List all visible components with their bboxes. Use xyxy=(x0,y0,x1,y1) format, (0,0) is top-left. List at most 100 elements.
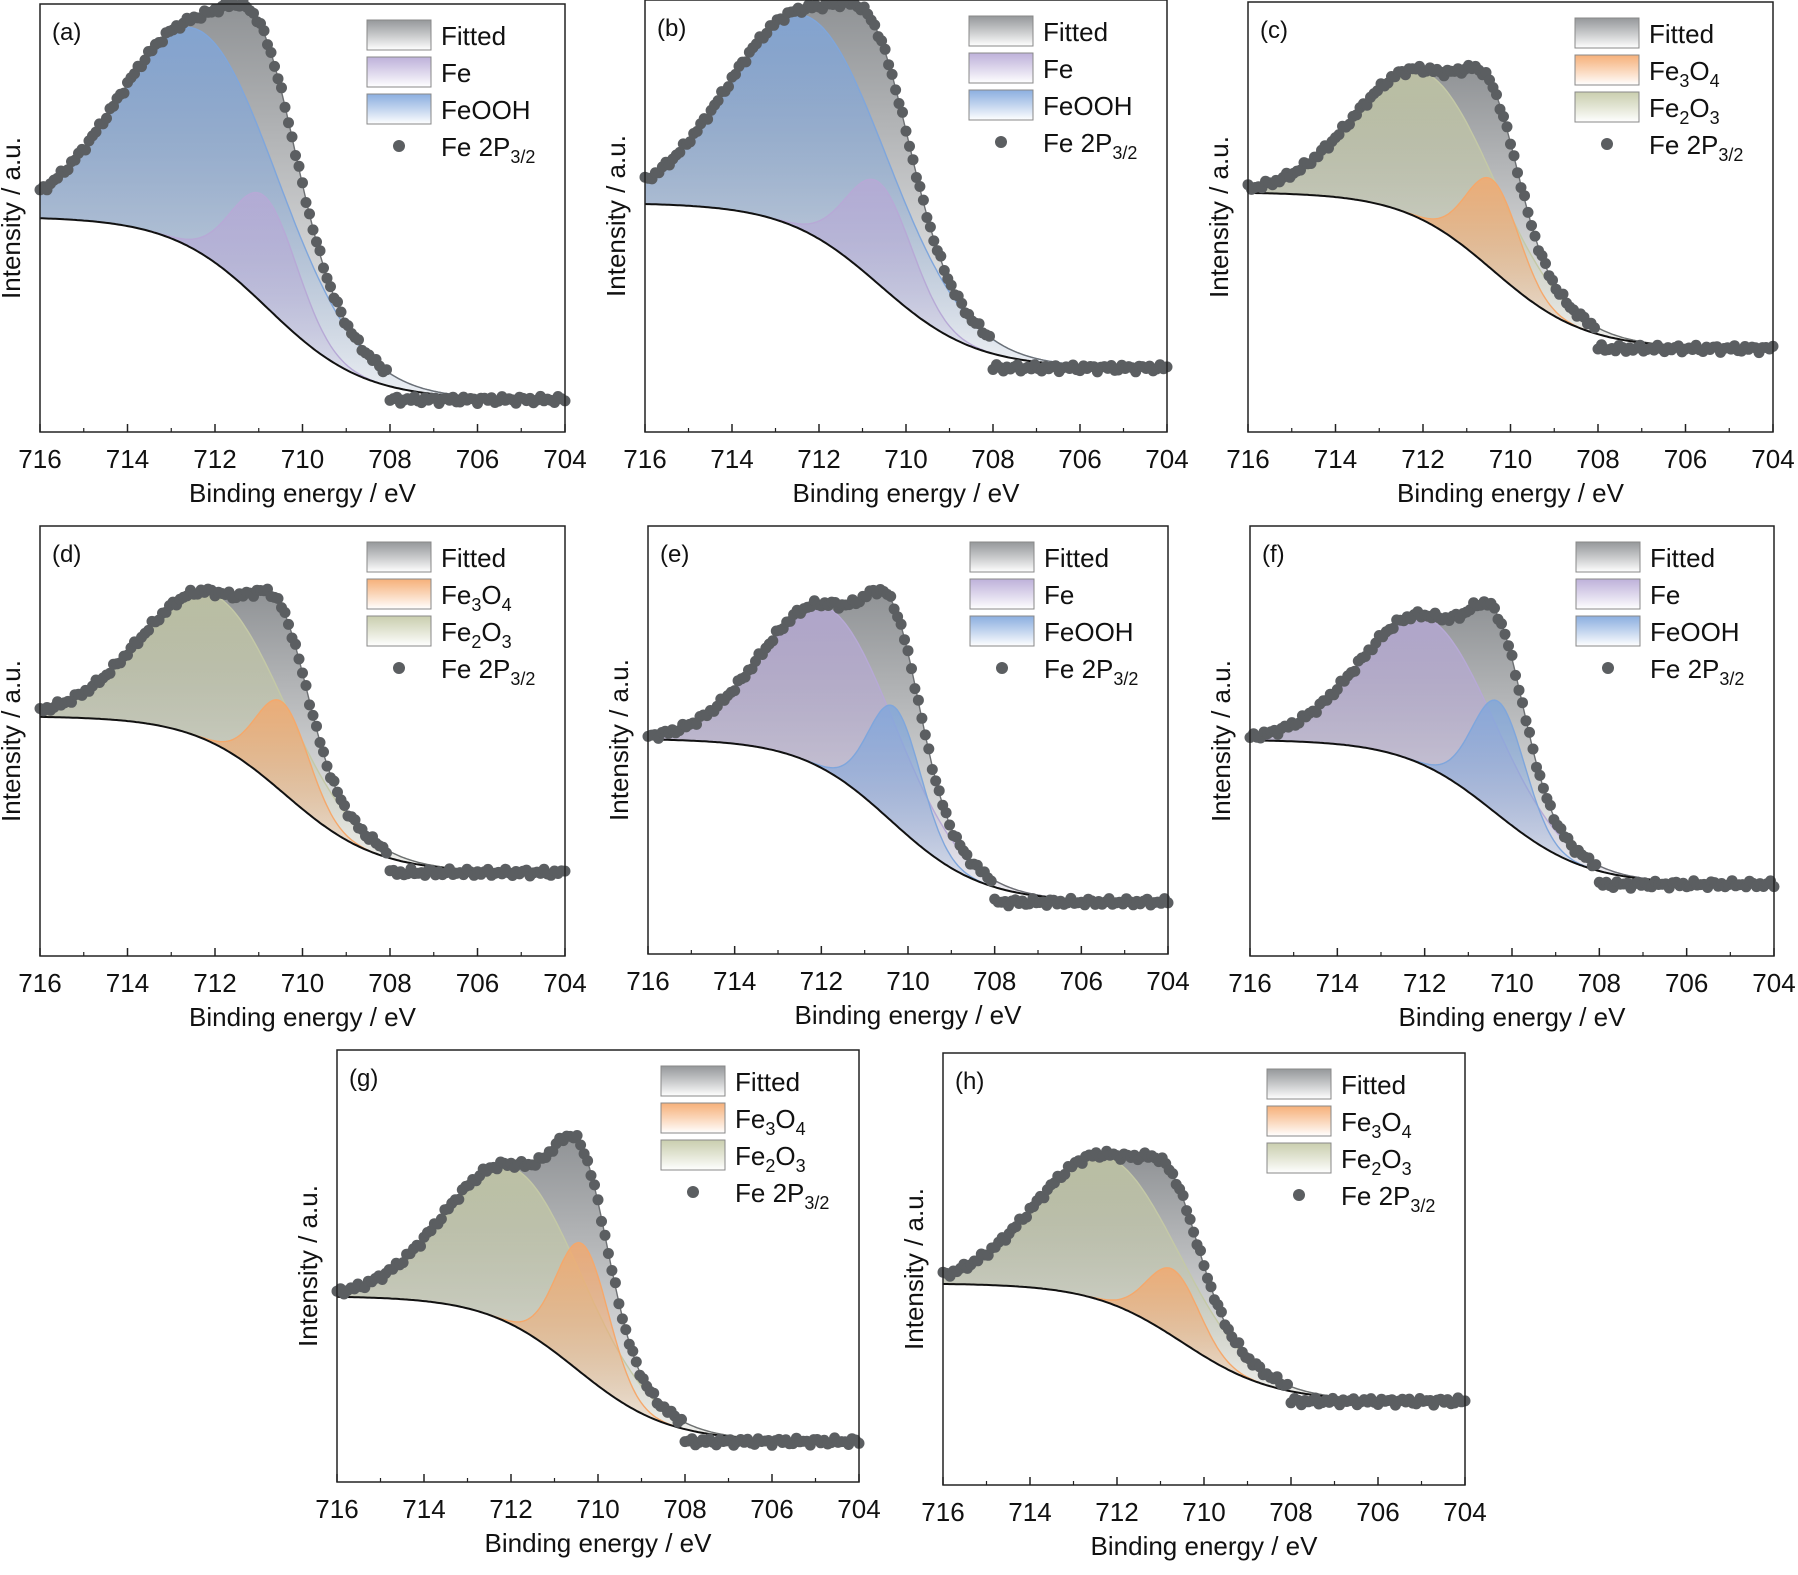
data-point xyxy=(1527,743,1539,755)
x-tick-label: 704 xyxy=(1751,444,1794,474)
data-point xyxy=(1506,649,1518,661)
data-point xyxy=(630,1356,642,1368)
x-axis-title: Binding energy / eV xyxy=(189,1002,417,1032)
panel-label: (h) xyxy=(955,1068,984,1095)
peak-fe2o3-fill xyxy=(337,1165,859,1442)
legend-label: Fe2O3 xyxy=(735,1141,806,1176)
data-point xyxy=(985,875,997,887)
x-axis-title: Binding energy / eV xyxy=(795,1000,1023,1030)
data-point xyxy=(928,235,940,247)
data-point xyxy=(924,221,936,233)
peak-fe3o4-fill xyxy=(943,1267,1465,1401)
x-tick-label: 708 xyxy=(971,444,1014,474)
data-point xyxy=(314,245,326,257)
data-point xyxy=(1499,628,1511,640)
data-point xyxy=(101,112,112,124)
legend-label: Fitted xyxy=(441,21,506,51)
y-axis-title: Intensity / a.u. xyxy=(293,1185,323,1347)
peak-fe3o4-fill xyxy=(337,1242,859,1442)
data-point xyxy=(1508,150,1520,162)
data-point xyxy=(935,250,947,262)
data-point xyxy=(900,125,912,137)
legend-label: Fe3O4 xyxy=(735,1104,806,1139)
legend-swatch-fitted xyxy=(660,1065,726,1097)
data-point xyxy=(602,1248,614,1259)
x-tick-label: 710 xyxy=(576,1494,619,1524)
legend-swatch-feooh xyxy=(366,93,432,125)
panel-d: 716 714 712 710 708 706 704 Binding energy / eV… xyxy=(0,525,587,1032)
data-point xyxy=(767,635,779,647)
x-tick-label: 704 xyxy=(1443,1497,1486,1527)
data-point xyxy=(907,154,919,166)
peak-fe2o3-fill xyxy=(40,592,565,873)
legend-marker-data xyxy=(1293,1189,1305,1201)
legend-label: Fe2O3 xyxy=(441,617,512,652)
data-point xyxy=(353,334,364,346)
data-point xyxy=(435,1213,447,1225)
data-point xyxy=(609,1277,621,1289)
legend-swatch-fitted xyxy=(1575,541,1641,573)
data-point xyxy=(885,590,897,602)
x-tick-label: 706 xyxy=(1665,968,1708,998)
data-point xyxy=(910,172,922,183)
x-tick-label: 712 xyxy=(193,444,236,474)
data-point xyxy=(307,709,319,721)
legend-label: Fe xyxy=(1650,580,1680,610)
data-point xyxy=(248,7,259,19)
data-point xyxy=(933,785,945,797)
legend-label: Fitted xyxy=(1044,543,1109,573)
legend-label: Fe xyxy=(1043,54,1073,84)
x-tick-label: 714 xyxy=(1316,968,1359,998)
legend-label: Fe2O3 xyxy=(1341,1144,1412,1179)
data-point xyxy=(276,82,287,94)
data-point xyxy=(883,59,895,71)
panel-e: 716 714 712 710 708 706 704 Binding energy / eV… xyxy=(604,525,1190,1030)
peak-feooh-fill xyxy=(1250,700,1774,885)
data-point xyxy=(453,1193,465,1205)
legend-label: Fitted xyxy=(1650,543,1715,573)
x-axis-title: Binding energy / eV xyxy=(1397,478,1625,508)
legend-swatch-fe3o4 xyxy=(1574,54,1640,86)
data-point xyxy=(895,618,907,630)
data-point xyxy=(286,131,298,143)
data-point xyxy=(1512,167,1523,179)
data-point xyxy=(1181,1205,1193,1217)
legend-marker-data xyxy=(1602,662,1614,674)
data-point xyxy=(1215,1306,1227,1318)
data-point xyxy=(290,150,301,161)
x-tick-label: 710 xyxy=(886,966,929,996)
data-point xyxy=(304,208,315,220)
data-point xyxy=(1205,1281,1217,1293)
x-tick-label: 710 xyxy=(1489,444,1532,474)
x-tick-label: 716 xyxy=(18,444,61,474)
data-point xyxy=(893,98,905,109)
data-point xyxy=(674,146,686,158)
panel-label: (a) xyxy=(52,19,81,46)
panel-f: 716 714 712 710 708 706 704 Binding energy / eV… xyxy=(1206,525,1796,1032)
data-point xyxy=(1513,684,1525,696)
data-point xyxy=(118,87,130,99)
data-point xyxy=(620,1324,632,1336)
data-point xyxy=(902,645,914,657)
data-point xyxy=(297,667,308,679)
legend-swatch-fe xyxy=(1575,578,1641,610)
legend-swatch-fe2o3 xyxy=(660,1139,726,1171)
x-tick-label: 714 xyxy=(1008,1497,1051,1527)
data-point xyxy=(311,720,322,732)
x-axis-title: Binding energy / eV xyxy=(189,478,417,508)
x-tick-label: 708 xyxy=(973,966,1016,996)
data-point xyxy=(599,1229,611,1241)
legend-swatch-fe3o4 xyxy=(366,578,432,610)
legend-swatch-fitted xyxy=(366,541,432,573)
x-tick-label: 710 xyxy=(281,444,324,474)
data-point xyxy=(1522,206,1534,218)
data-point xyxy=(1177,1190,1189,1201)
data-point xyxy=(381,364,392,376)
data-point xyxy=(1184,1213,1196,1225)
data-point xyxy=(1537,782,1549,794)
data-point xyxy=(339,800,350,811)
data-point xyxy=(926,764,938,775)
data-point xyxy=(1233,1337,1245,1349)
data-point xyxy=(1167,1168,1179,1180)
legend-label: Fe xyxy=(1044,580,1074,610)
